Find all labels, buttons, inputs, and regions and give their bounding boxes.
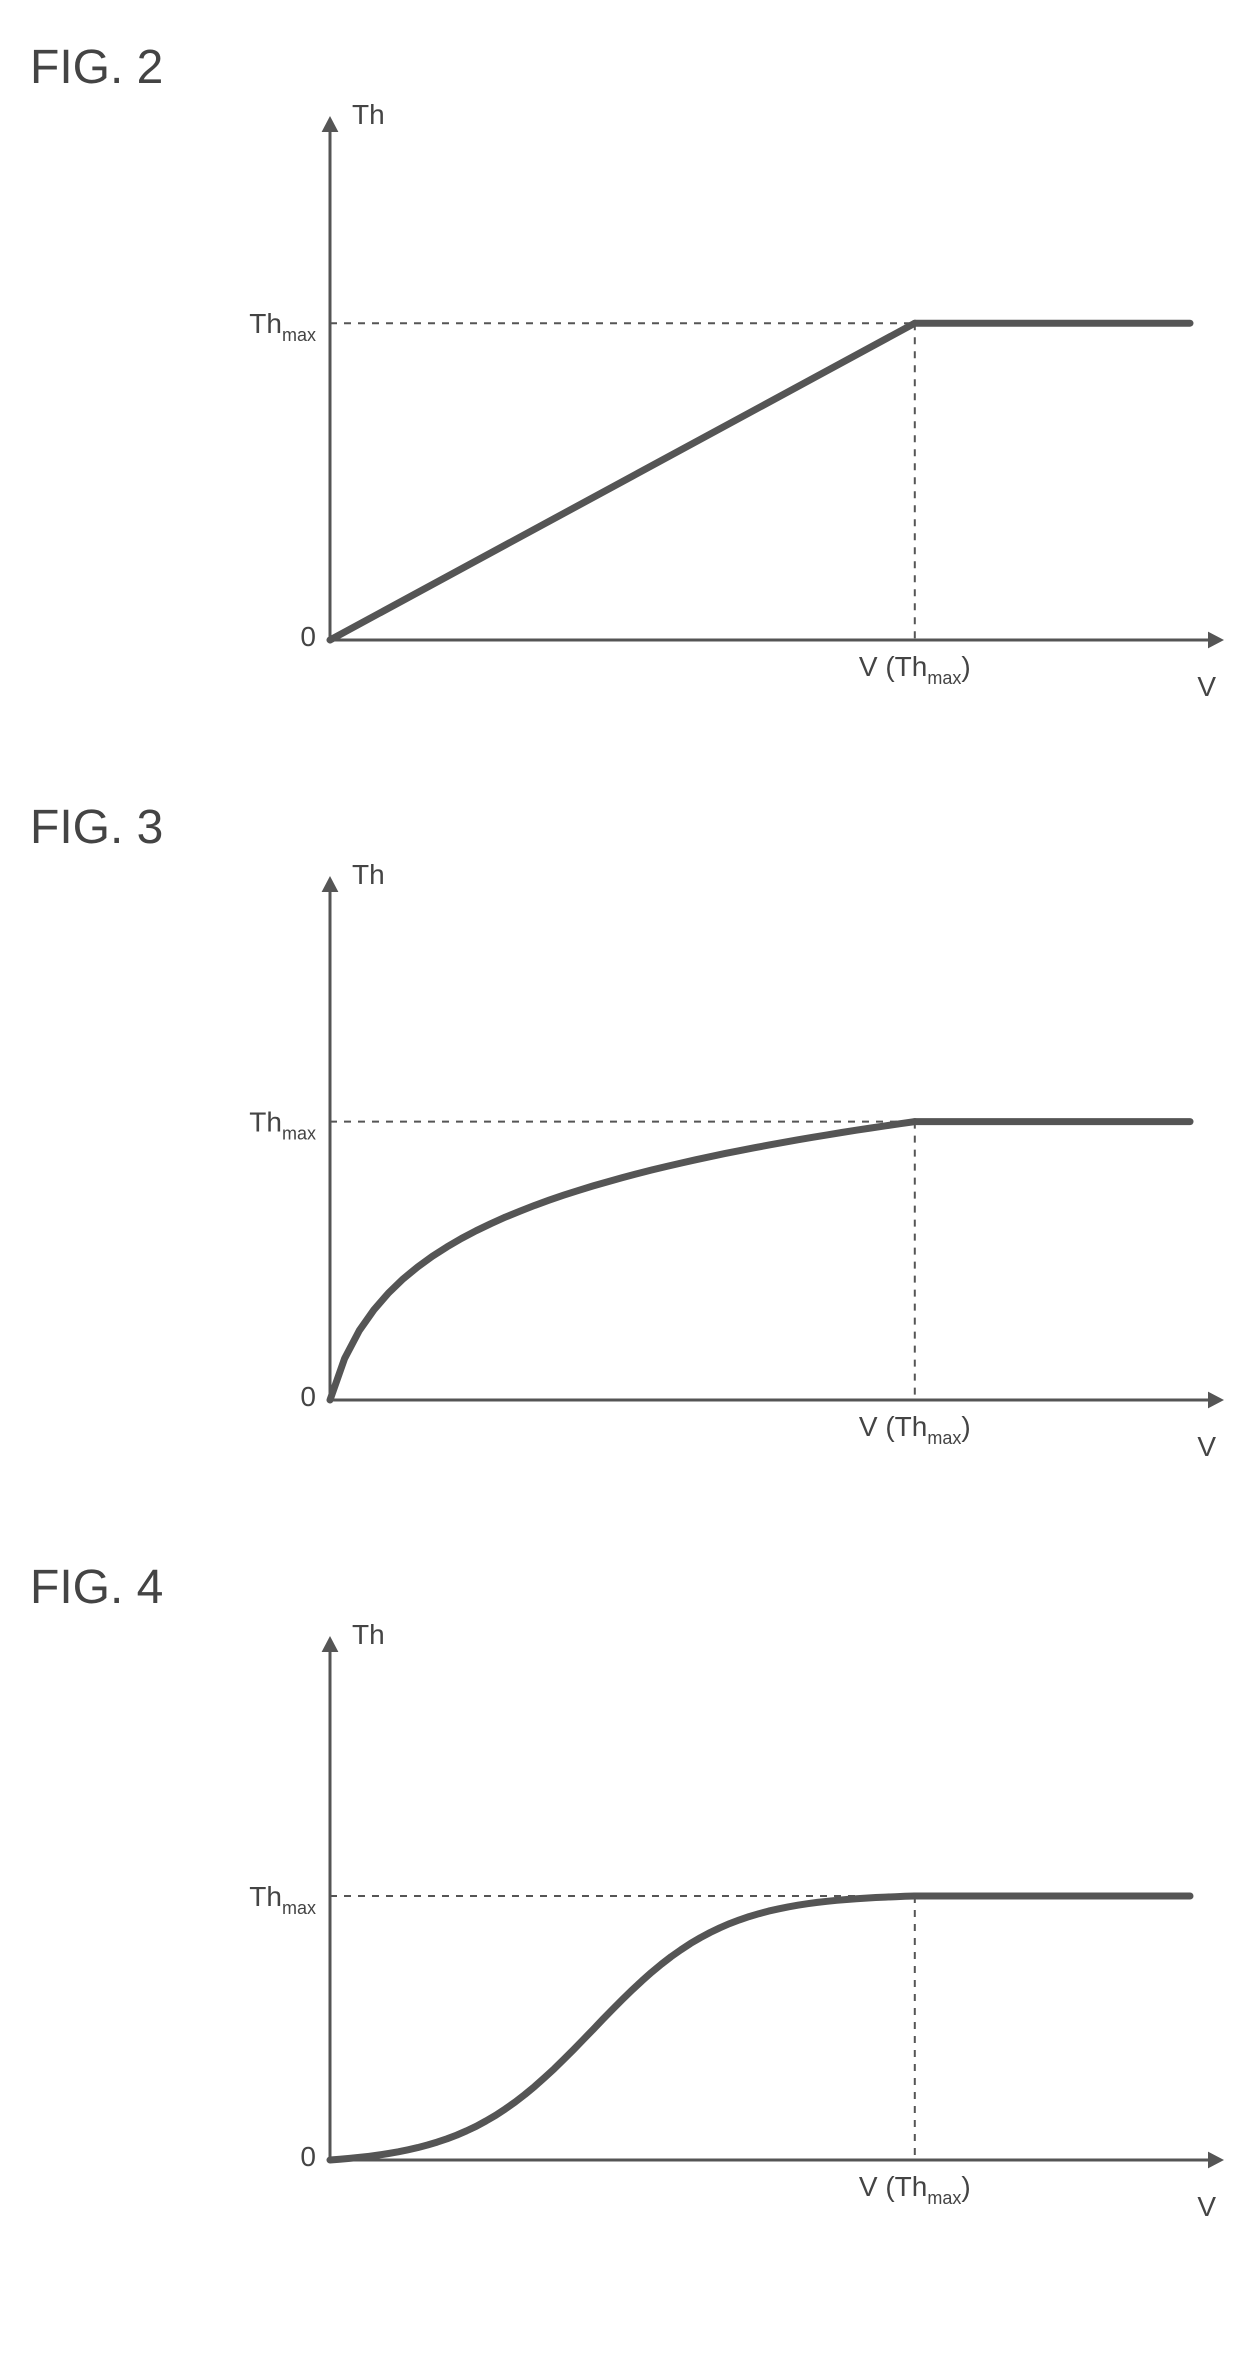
x-axis-arrow-icon bbox=[1208, 1392, 1224, 1409]
chart-wrap: Th Thmax 0 V (Thmax) V bbox=[230, 860, 1210, 1490]
x-tick-vthmax-main: V (Th bbox=[859, 2171, 927, 2202]
figure-block: FIG. 3 Th Thmax 0 V (Thmax) V bbox=[30, 800, 1210, 1490]
x-axis-arrow-icon bbox=[1208, 632, 1224, 649]
y-tick-thmax: Thmax bbox=[249, 308, 316, 345]
chart-wrap: Th Thmax 0 V (Thmax) V bbox=[230, 1620, 1210, 2250]
origin-label: 0 bbox=[300, 2141, 316, 2172]
y-tick-thmax-sub: max bbox=[282, 1124, 316, 1144]
x-tick-vthmax-main: V (Th bbox=[859, 1411, 927, 1442]
x-axis-label: V bbox=[1197, 671, 1216, 702]
figure-block: FIG. 4 Th Thmax 0 V (Thmax) V bbox=[30, 1560, 1210, 2250]
y-tick-thmax-sub: max bbox=[282, 1898, 316, 1918]
figure-title: FIG. 4 bbox=[30, 1560, 1210, 1615]
origin-label: 0 bbox=[300, 1381, 316, 1412]
x-axis-label: V bbox=[1197, 2191, 1216, 2222]
x-axis-label-text: V bbox=[1197, 2191, 1216, 2222]
x-axis-arrow-icon bbox=[1208, 2152, 1224, 2169]
y-tick-thmax-main: Th bbox=[249, 1881, 282, 1912]
x-tick-vthmax-close: ) bbox=[961, 651, 970, 682]
x-tick-vthmax: V (Thmax) bbox=[859, 1411, 971, 1448]
y-tick-thmax-main: Th bbox=[249, 308, 282, 339]
x-axis-label-text: V bbox=[1197, 671, 1216, 702]
x-tick-vthmax: V (Thmax) bbox=[859, 2171, 971, 2208]
origin-label-text: 0 bbox=[300, 1381, 316, 1412]
y-axis-arrow-icon bbox=[322, 1636, 339, 1652]
y-axis-arrow-icon bbox=[322, 116, 339, 132]
saturation-chart: Th Thmax 0 V (Thmax) V bbox=[230, 100, 1230, 730]
x-tick-vthmax: V (Thmax) bbox=[859, 651, 971, 688]
chart-wrap: Th Thmax 0 V (Thmax) V bbox=[230, 100, 1210, 730]
origin-label-text: 0 bbox=[300, 621, 316, 652]
x-axis-label: V bbox=[1197, 1431, 1216, 1462]
y-axis-arrow-icon bbox=[322, 876, 339, 892]
y-axis-label-text: Th bbox=[352, 860, 385, 890]
y-tick-thmax-sub: max bbox=[282, 325, 316, 345]
figure-title: FIG. 3 bbox=[30, 800, 1210, 855]
y-tick-thmax-main: Th bbox=[249, 1107, 282, 1138]
y-axis-label: Th bbox=[352, 860, 385, 890]
curve-rise bbox=[330, 1896, 915, 2160]
x-axis-label-text: V bbox=[1197, 1431, 1216, 1462]
x-tick-vthmax-sub: max bbox=[927, 668, 961, 688]
x-tick-vthmax-close: ) bbox=[961, 2171, 970, 2202]
curve-rise bbox=[330, 323, 915, 640]
y-tick-thmax: Thmax bbox=[249, 1107, 316, 1144]
origin-label-text: 0 bbox=[300, 2141, 316, 2172]
figure-title: FIG. 2 bbox=[30, 40, 1210, 95]
y-axis-label: Th bbox=[352, 1620, 385, 1650]
x-tick-vthmax-main: V (Th bbox=[859, 651, 927, 682]
x-tick-vthmax-sub: max bbox=[927, 1428, 961, 1448]
curve-rise bbox=[330, 1122, 915, 1400]
y-axis-label-text: Th bbox=[352, 100, 385, 130]
saturation-chart: Th Thmax 0 V (Thmax) V bbox=[230, 860, 1230, 1490]
x-tick-vthmax-close: ) bbox=[961, 1411, 970, 1442]
y-axis-label-text: Th bbox=[352, 1620, 385, 1650]
saturation-chart: Th Thmax 0 V (Thmax) V bbox=[230, 1620, 1230, 2250]
origin-label: 0 bbox=[300, 621, 316, 652]
y-axis-label: Th bbox=[352, 100, 385, 130]
y-tick-thmax: Thmax bbox=[249, 1881, 316, 1918]
x-tick-vthmax-sub: max bbox=[927, 2188, 961, 2208]
figure-block: FIG. 2 Th Thmax 0 V (Thmax) V bbox=[30, 40, 1210, 730]
